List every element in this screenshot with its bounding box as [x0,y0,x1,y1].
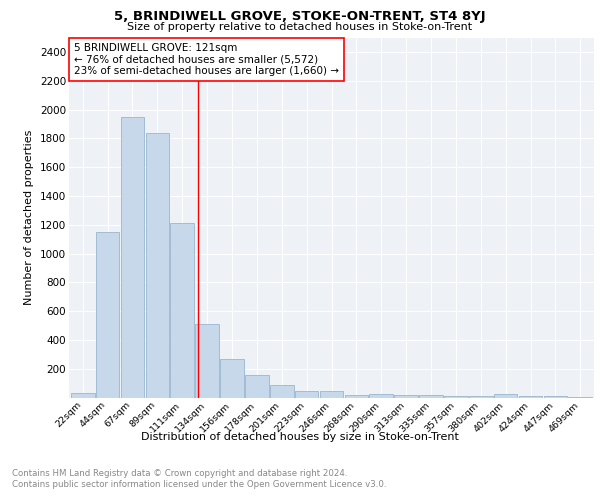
Bar [568,397,592,398]
Bar [220,358,244,398]
Text: Contains HM Land Registry data © Crown copyright and database right 2024.: Contains HM Land Registry data © Crown c… [12,469,347,478]
Bar [544,396,567,398]
Bar [96,232,119,398]
Y-axis label: Number of detached properties: Number of detached properties [25,130,34,305]
Text: 5 BRINDIWELL GROVE: 121sqm
← 76% of detached houses are smaller (5,572)
23% of s: 5 BRINDIWELL GROVE: 121sqm ← 76% of deta… [74,43,339,76]
Bar [270,384,293,398]
Bar [370,394,393,398]
Bar [394,395,418,398]
Bar [195,324,219,398]
Bar [444,396,468,398]
Bar [419,396,443,398]
Bar [245,375,269,398]
Bar [295,390,319,398]
Bar [344,394,368,398]
Bar [121,116,144,398]
Bar [469,396,493,398]
Bar [170,222,194,398]
Text: Distribution of detached houses by size in Stoke-on-Trent: Distribution of detached houses by size … [141,432,459,442]
Text: 5, BRINDIWELL GROVE, STOKE-ON-TRENT, ST4 8YJ: 5, BRINDIWELL GROVE, STOKE-ON-TRENT, ST4… [114,10,486,23]
Bar [71,393,95,398]
Text: Size of property relative to detached houses in Stoke-on-Trent: Size of property relative to detached ho… [127,22,473,32]
Bar [146,132,169,398]
Text: Contains public sector information licensed under the Open Government Licence v3: Contains public sector information licen… [12,480,386,489]
Bar [519,396,542,398]
Bar [320,392,343,398]
Bar [494,394,517,398]
